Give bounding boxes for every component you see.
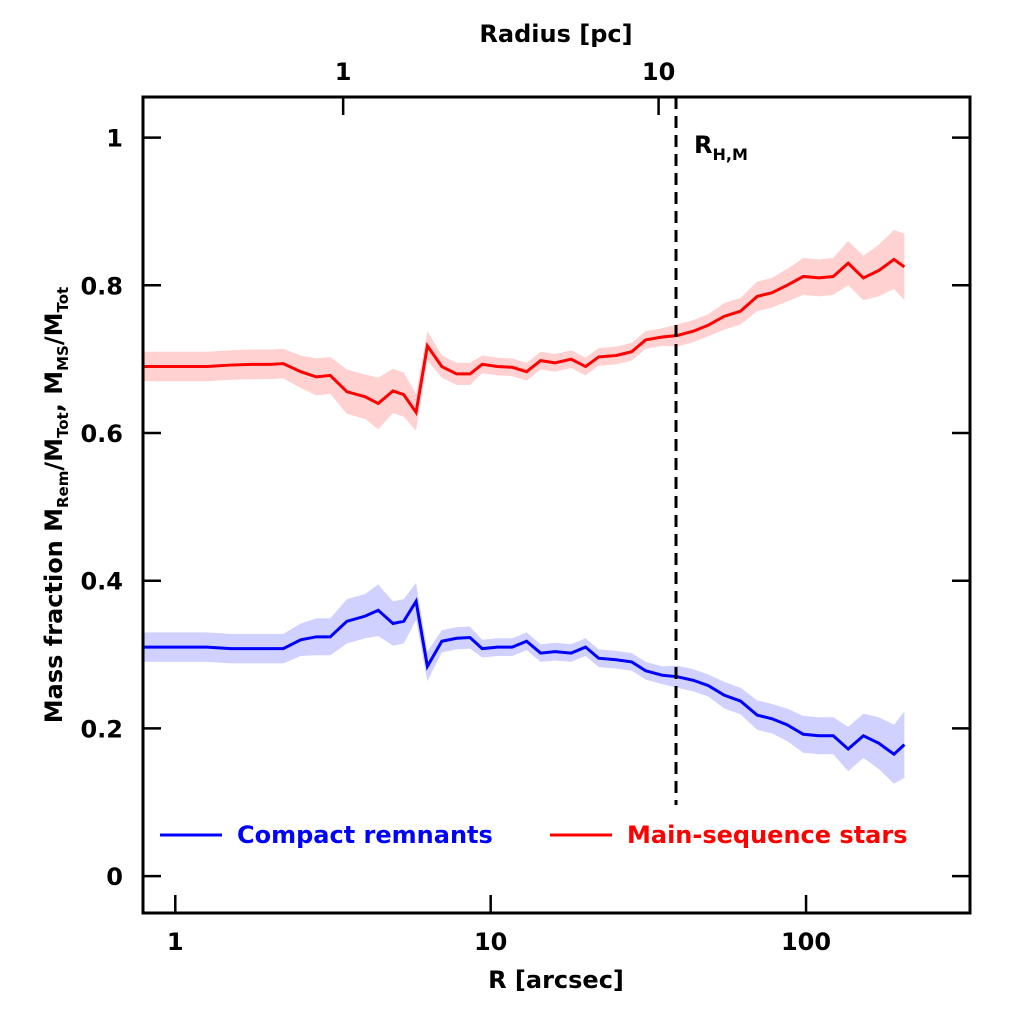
- y-tick-label: 0.6: [80, 420, 123, 448]
- legend-label: Main-sequence stars: [627, 821, 907, 849]
- x-axis-label: R [arcsec]: [488, 966, 624, 994]
- series-line: [143, 257, 906, 417]
- y-tick-label: 0: [106, 863, 123, 891]
- annotation-label: RH,M: [694, 131, 748, 164]
- y-axis-label-subscript: MS: [54, 345, 72, 371]
- error-band: [143, 582, 905, 784]
- y-tick-label: 0.8: [80, 272, 123, 300]
- legend-label: Compact remnants: [237, 821, 493, 849]
- x2-tick-label: 10: [642, 58, 675, 86]
- y-axis-label-subscript: Rem: [54, 471, 72, 508]
- x-tick-label: 10: [474, 928, 507, 956]
- y-tick-label: 0.2: [80, 715, 123, 743]
- plot-frame: [141, 95, 972, 915]
- x-tick-label: 100: [781, 928, 831, 956]
- annotation-label-subscript: H,M: [713, 145, 748, 164]
- x2-tick-label: 1: [335, 58, 352, 86]
- annotation-label-main: R: [694, 131, 712, 159]
- y-axis-label-part: /M: [40, 438, 68, 471]
- y-tick-label: 0.4: [80, 568, 123, 596]
- y-axis-label-subscript: Tot: [54, 412, 72, 438]
- y-tick-label: 1: [106, 125, 123, 153]
- y-axis-label-part: , M: [40, 371, 68, 412]
- y-axis-label-subscript: Tot: [54, 287, 72, 313]
- error-band: [143, 229, 905, 431]
- x-tick-label: 1: [167, 928, 184, 956]
- y-axis-label-part: /M: [40, 313, 68, 346]
- y-axis-label: Mass fraction MRem/MTot, MMS/MTot: [40, 287, 72, 723]
- series-line: [143, 597, 906, 757]
- x2-axis-label: Radius [pc]: [479, 20, 632, 48]
- y-axis-label-part: Mass fraction M: [40, 508, 68, 723]
